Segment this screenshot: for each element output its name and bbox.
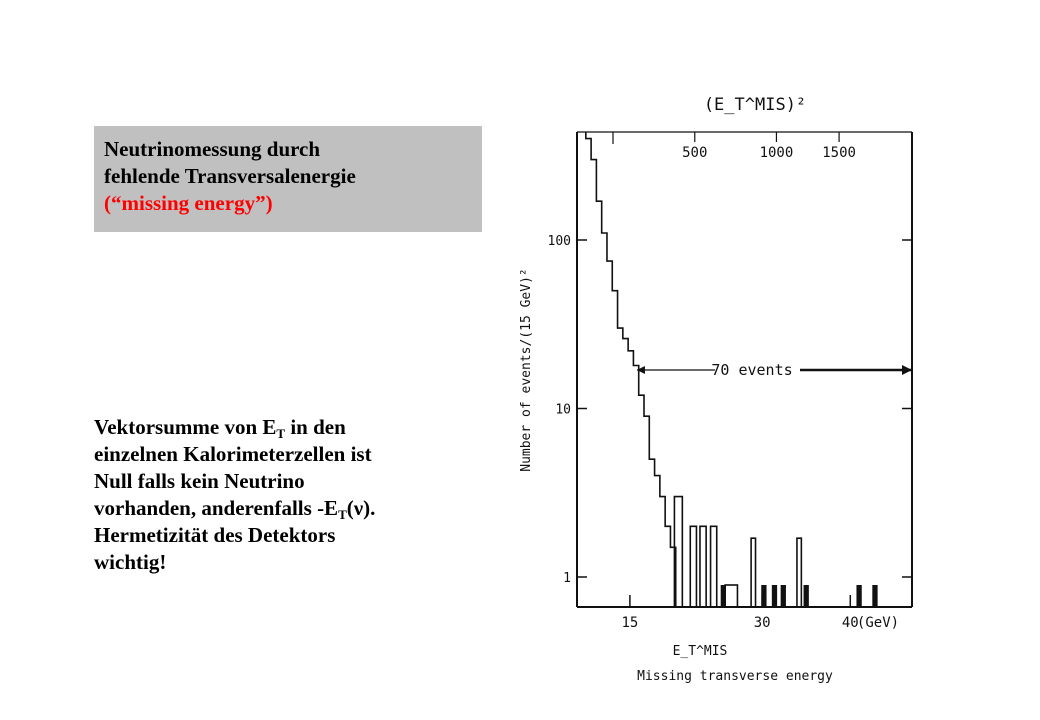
x-axis-label: Missing transverse energy [637, 669, 833, 684]
annotation-arrowhead-right [902, 365, 912, 375]
filled-bar [761, 585, 767, 607]
body-line-6: wichtig! [94, 550, 167, 574]
filled-bar [803, 585, 809, 607]
plot-labels: 15 30 40(GeV) 500 1000 1500 1 10 100 (E_T^MIS)² Nu… [519, 95, 899, 684]
top-tick-label: 1500 [822, 145, 856, 161]
peak-bar [709, 525, 718, 607]
filled-bar [720, 585, 726, 607]
annotation-label: 70 events [711, 361, 792, 379]
peak-bar [796, 537, 803, 607]
annotation-arrowhead-left [636, 366, 645, 374]
x-tick-label: 30 [754, 615, 771, 631]
filled-bar [872, 585, 878, 607]
filled-bar [771, 585, 778, 607]
missing-et-histogram: 15 30 40 (GeV) 500 1000 1500 1 10 100 (E_T^MIS)² Nu… [510, 80, 950, 690]
x-axis-symbol: E_T^MIS [673, 644, 728, 659]
peak-bar [689, 525, 698, 607]
filled-bar [856, 585, 862, 607]
body-line-5: Hermetizität des Detektors [94, 523, 336, 547]
x-tick-label: 15 [621, 615, 638, 631]
y-tick-label: 10 [555, 403, 571, 418]
body-line-1-pre: Vektorsumme von E [94, 415, 277, 439]
hollow-bin [724, 584, 739, 608]
x-tick-label: 40 [842, 615, 859, 631]
slide-title-line-1: Neutrinomessung durch [104, 137, 321, 161]
histogram-svg: 15 30 40(GeV) 500 1000 1500 1 10 100 (E_T^MIS)² Nu… [519, 95, 913, 684]
top-tick-label: 1000 [760, 145, 794, 161]
y-axis-label: Number of events/(15 GeV)² [519, 268, 534, 472]
y-tick-label: 1 [563, 571, 571, 586]
slide-title-box: Neutrinomessung durch fehlende Transvers… [94, 126, 482, 232]
slide-title-line-2: fehlende Transversalenergie [104, 164, 356, 188]
slide-body-text: Vektorsumme von ET in den einzelnen Kalo… [94, 414, 494, 576]
body-line-4-pre: vorhanden, anderenfalls -E [94, 496, 339, 520]
peak-bar [673, 495, 684, 607]
slide-title-line-3: (“missing energy”) [104, 191, 273, 215]
top-tick-label: 500 [682, 145, 707, 161]
y-tick-label: 100 [548, 234, 571, 249]
body-line-1-sub: T [276, 426, 286, 441]
filled-bar [780, 585, 786, 607]
peak-bar [699, 525, 707, 607]
plot-marks [585, 132, 912, 608]
body-line-4: vorhanden, anderenfalls -ET(ν). [94, 495, 494, 522]
peak-bar [750, 537, 757, 607]
body-line-3: Null falls kein Neutrino [94, 469, 305, 493]
body-line-2: einzelnen Kalorimeterzellen ist [94, 442, 372, 466]
body-line-4-post: (ν). [346, 496, 376, 520]
body-line-1-post: in den [285, 415, 346, 439]
x-unit-label: (GeV) [857, 615, 899, 631]
body-line-4-sub: T [338, 507, 347, 522]
step-histogram-line [585, 132, 677, 607]
body-line-1: Vektorsumme von ET in den [94, 414, 494, 441]
top-axis-label: (E_T^MIS)² [704, 95, 806, 115]
